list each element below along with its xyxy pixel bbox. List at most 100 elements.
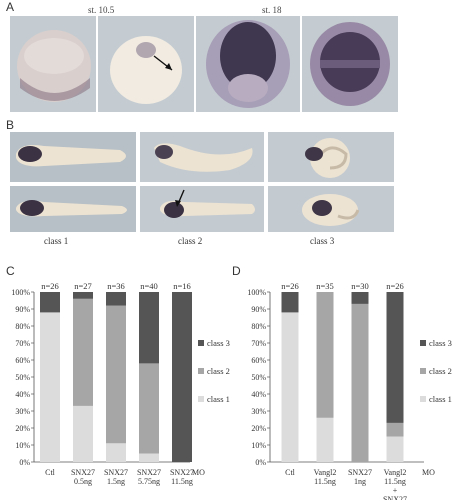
legend-label: class 1 bbox=[207, 394, 230, 404]
tadpole-photo-b1 bbox=[10, 132, 136, 182]
bar-segment-class-1 bbox=[139, 453, 159, 462]
bar-segment-class-2 bbox=[106, 305, 126, 444]
category-label: 11.5ng bbox=[384, 477, 406, 486]
y-tick-label: 30% bbox=[251, 407, 266, 416]
category-label: SNX27 bbox=[137, 468, 161, 477]
y-tick-label: 70% bbox=[251, 339, 266, 348]
tadpole-photo-b3 bbox=[268, 132, 394, 182]
y-tick-label: 0% bbox=[19, 458, 30, 467]
legend-swatch bbox=[198, 396, 204, 402]
y-tick-label: 50% bbox=[251, 373, 266, 382]
y-tick-label: 80% bbox=[15, 322, 30, 331]
embryo-photo-a3 bbox=[196, 16, 300, 112]
class-3-label: class 3 bbox=[310, 236, 335, 246]
y-tick-label: 80% bbox=[251, 322, 266, 331]
bar-segment-class-1 bbox=[386, 436, 404, 462]
tadpole-photo-b2 bbox=[140, 132, 264, 182]
y-tick-label: 70% bbox=[15, 339, 30, 348]
embryo-photo-a1 bbox=[10, 16, 96, 112]
category-label: 1ng bbox=[354, 477, 366, 486]
n-label: n=35 bbox=[316, 281, 334, 291]
bar-segment-class-3 bbox=[351, 292, 369, 304]
bar-segment-class-2 bbox=[386, 422, 404, 437]
n-label: n=26 bbox=[281, 281, 299, 291]
y-tick-label: 90% bbox=[15, 305, 30, 314]
n-label: n=30 bbox=[351, 281, 369, 291]
legend-swatch bbox=[420, 340, 426, 346]
chart-d: 0% 10% 20% 30% 40% 50% 60% 70% 80% 90% 100% n=26 Ctl… bbox=[247, 281, 452, 500]
category-label: 1.5ng bbox=[107, 477, 125, 486]
legend-label: class 3 bbox=[207, 338, 230, 348]
bar-segment-class-2 bbox=[139, 363, 159, 454]
bar-segment-class-1 bbox=[281, 312, 299, 462]
y-tick-label: 20% bbox=[15, 424, 30, 433]
bar-segment-class-3 bbox=[172, 292, 192, 462]
y-tick-label: 100% bbox=[11, 288, 30, 297]
y-tick-label: 0% bbox=[255, 458, 266, 467]
y-tick-label: 60% bbox=[15, 356, 30, 365]
legend-label: class 3 bbox=[429, 338, 452, 348]
category-label: SNX27 bbox=[383, 495, 407, 500]
bar-segment-class-3 bbox=[106, 292, 126, 306]
y-tick-label: 40% bbox=[15, 390, 30, 399]
mo-label: MO bbox=[192, 468, 205, 477]
panel-c-letter: C bbox=[6, 264, 15, 278]
n-label: n=36 bbox=[107, 281, 125, 291]
category-label: 11.5ng bbox=[314, 477, 336, 486]
category-label: SNX27 bbox=[104, 468, 128, 477]
embryo-photo-a4 bbox=[302, 16, 398, 112]
n-label: n=16 bbox=[173, 281, 191, 291]
n-label: n=40 bbox=[140, 281, 158, 291]
y-tick-label: 10% bbox=[251, 441, 266, 450]
bar-segment-class-2 bbox=[316, 292, 334, 418]
stage-label-right: st. 18 bbox=[262, 5, 282, 15]
bar-segment-class-3 bbox=[386, 292, 404, 423]
tadpole-photo-b4 bbox=[10, 186, 136, 232]
n-label: n=26 bbox=[41, 281, 59, 291]
y-tick-label: 90% bbox=[251, 305, 266, 314]
bar-segment-class-3 bbox=[139, 292, 159, 364]
legend-label: class 2 bbox=[429, 366, 452, 376]
y-tick-label: 60% bbox=[251, 356, 266, 365]
bar-segment-class-2 bbox=[73, 298, 93, 406]
category-label: SNX27 bbox=[170, 468, 194, 477]
mo-label: MO bbox=[422, 468, 435, 477]
y-tick-label: 40% bbox=[251, 390, 266, 399]
category-label: Ctl bbox=[285, 468, 296, 477]
category-label: 0.5ng bbox=[74, 477, 92, 486]
bar-segment-class-1 bbox=[40, 312, 60, 462]
embryo-photo-a2 bbox=[98, 16, 194, 112]
category-label: Vangl2 bbox=[314, 468, 337, 477]
class-2-label: class 2 bbox=[178, 236, 203, 246]
n-label: n=27 bbox=[74, 281, 92, 291]
stage-label-left: st. 10.5 bbox=[88, 5, 115, 15]
y-tick-label: 30% bbox=[15, 407, 30, 416]
y-tick-label: 100% bbox=[247, 288, 266, 297]
bar-segment-class-1 bbox=[106, 443, 126, 462]
category-label: 5.75ng bbox=[138, 477, 160, 486]
tadpole-photo-b6 bbox=[268, 186, 394, 232]
category-label: Vangl2 bbox=[384, 468, 407, 477]
legend-swatch bbox=[198, 340, 204, 346]
category-label: SNX27 bbox=[71, 468, 95, 477]
tadpole-photo-b5 bbox=[140, 186, 264, 232]
legend-swatch bbox=[198, 368, 204, 374]
bar-segment-class-3 bbox=[40, 292, 60, 313]
bar-segment-class-1 bbox=[316, 417, 334, 462]
legend-swatch bbox=[420, 396, 426, 402]
n-label: n=26 bbox=[386, 281, 404, 291]
legend-swatch bbox=[420, 368, 426, 374]
panel-b-letter: B bbox=[6, 118, 15, 132]
bar-segment-class-3 bbox=[73, 292, 93, 299]
y-tick-label: 50% bbox=[15, 373, 30, 382]
class-1-label: class 1 bbox=[44, 236, 69, 246]
category-label: + bbox=[393, 486, 398, 495]
bar-segment-class-3 bbox=[281, 292, 299, 313]
panel-d-letter: D bbox=[232, 264, 241, 278]
bar-segment-class-2 bbox=[351, 303, 369, 462]
category-label: 11.5ng bbox=[171, 477, 193, 486]
y-tick-label: 20% bbox=[251, 424, 266, 433]
chart-c: 0% 10% 20% 30% 40% 50% 60% 70% 80% 90% 100% n=26 Ctl… bbox=[11, 281, 230, 486]
bar-segment-class-1 bbox=[73, 405, 93, 462]
panel-a-letter: A bbox=[6, 0, 15, 14]
